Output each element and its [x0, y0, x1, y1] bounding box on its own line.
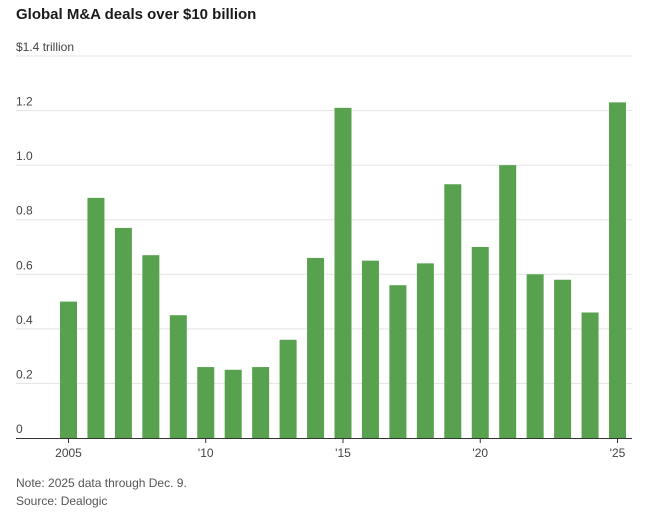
bar-2014 [307, 257, 325, 438]
y-tick-label: 0.4 [16, 313, 33, 327]
bar-2011 [224, 369, 242, 438]
note-text: Note: 2025 data through Dec. 9. [16, 476, 187, 490]
bar-2019 [444, 184, 462, 438]
bar-2009 [169, 315, 187, 438]
y-tick-label: $1.4 trillion [16, 40, 74, 54]
bar-2016 [361, 260, 379, 438]
bar-chart: 0 0.2 0.4 0.6 0.8 1.0 1.2 $1.4 trillion 2005 '10 '… [16, 40, 632, 460]
bar-2012 [252, 367, 270, 438]
axes: 0 0.2 0.4 0.6 0.8 1.0 1.2 $1.4 trillion 2005 '10 '… [16, 40, 632, 460]
bar-2020 [471, 247, 489, 438]
y-tick-label: 0.2 [16, 367, 33, 381]
bar-2024 [581, 312, 599, 438]
y-tick-label: 0.6 [16, 258, 33, 272]
bar-2017 [389, 285, 407, 438]
x-tick-label: '20 [472, 446, 488, 460]
bar-2025 [609, 102, 626, 438]
bar-2007 [114, 227, 132, 438]
x-tick-label: 2005 [55, 446, 82, 460]
bar-2022 [526, 274, 544, 438]
bar-2006 [87, 197, 105, 438]
bar-2010 [197, 367, 215, 438]
y-tick-label: 1.2 [16, 95, 33, 109]
x-tick-label: '10 [198, 446, 214, 460]
source-text: Source: Dealogic [16, 494, 108, 508]
footnotes: Note: 2025 data through Dec. 9. Source: … [16, 474, 187, 510]
y-tick-label: 1.0 [16, 149, 33, 163]
bar-2013 [279, 339, 297, 438]
bar-2015 [334, 107, 352, 438]
x-tick-label: '25 [610, 446, 626, 460]
bar-2018 [416, 263, 434, 438]
bar-2023 [554, 279, 572, 438]
y-tick-label: 0.8 [16, 204, 33, 218]
x-tick-label: '15 [335, 446, 351, 460]
bar-2008 [142, 255, 160, 438]
bar-2021 [499, 165, 517, 438]
bar-2005 [60, 301, 77, 438]
y-tick-label: 0 [16, 422, 23, 436]
bars [60, 102, 626, 438]
chart-title: Global M&A deals over $10 billion [16, 6, 257, 23]
